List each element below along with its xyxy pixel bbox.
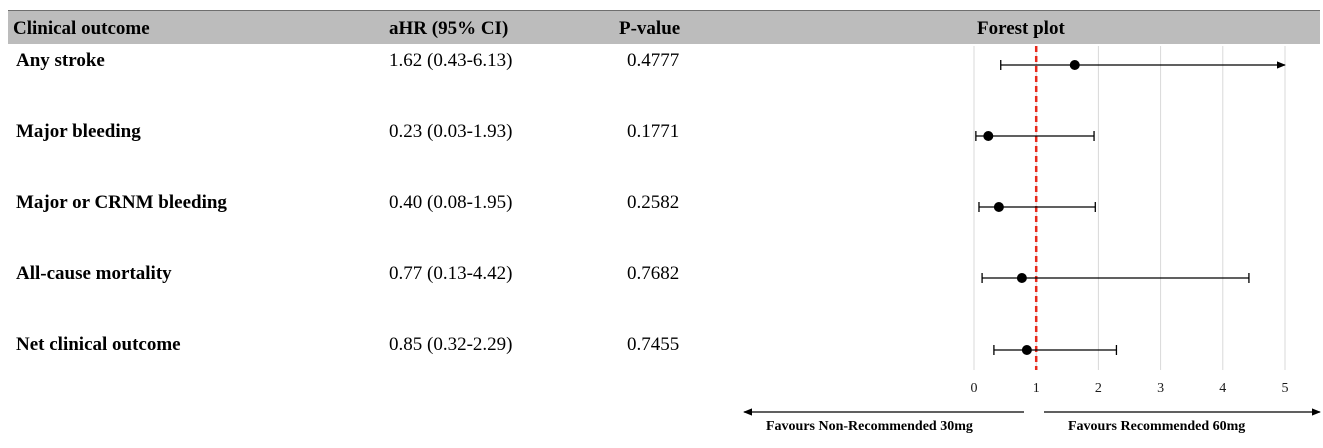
point-estimate-major-or-crnm-bleeding <box>994 202 1004 212</box>
x-tick-label-2: 2 <box>1095 381 1102 396</box>
point-estimate-any-stroke <box>1070 60 1080 70</box>
x-tick-label-0: 0 <box>971 381 978 396</box>
favours-right-label: Favours Recommended 60mg <box>1068 418 1245 436</box>
point-estimate-net-clinical-outcome <box>1022 345 1032 355</box>
x-tick-label-3: 3 <box>1157 381 1164 396</box>
favours-left-label: Favours Non-Recommended 30mg <box>766 418 973 436</box>
point-estimate-all-cause-mortality <box>1017 273 1027 283</box>
x-tick-label-5: 5 <box>1282 381 1289 396</box>
x-tick-label-1: 1 <box>1033 381 1040 396</box>
x-tick-label-4: 4 <box>1219 381 1226 396</box>
point-estimate-major-bleeding <box>983 131 993 141</box>
